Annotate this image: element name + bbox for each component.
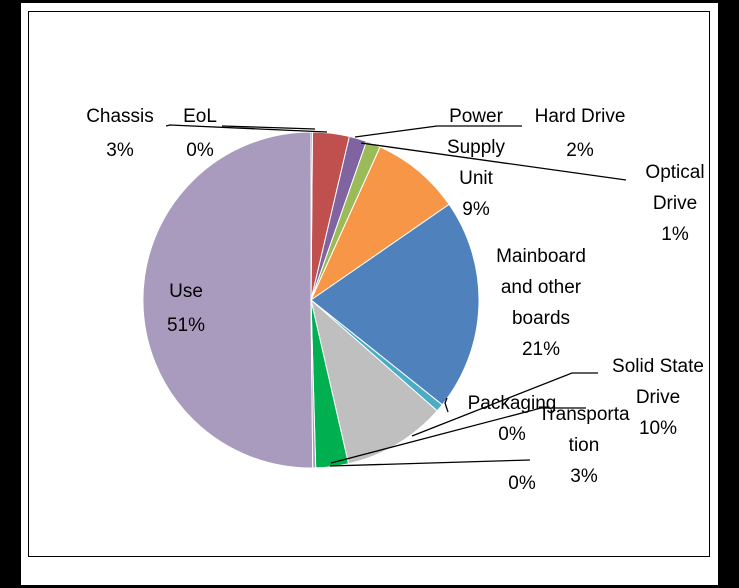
slice-unlabeled	[310, 299, 317, 469]
data-labels: Use 51% Chassis 3% EoL 0% Hard Drive 2% Optical D…	[86, 106, 704, 494]
data-label-unlabeled: 0%	[508, 473, 536, 494]
leader-line-unlabeled	[329, 459, 531, 467]
chart-area-border	[28, 11, 710, 557]
data-label-solid-state-drive: Solid State Drive 10%	[612, 356, 704, 439]
leader-line-transportation	[330, 407, 586, 464]
data-label-packaging: Packaging 0%	[468, 393, 557, 445]
slice-eol	[310, 131, 313, 301]
data-label-hard-drive: Hard Drive 2%	[535, 106, 626, 161]
slice-power-supply-unit	[309, 146, 450, 302]
leader-line-packaging	[444, 397, 449, 413]
data-label-mainboard-and-other-boards: Mainboard and other boards 21%	[496, 246, 586, 360]
slice-mainboard-and-other-boards	[310, 203, 480, 406]
data-label-chassis: Chassis 3%	[86, 106, 154, 161]
leader-lines	[165, 124, 627, 467]
data-label-eol: EoL 0%	[183, 106, 217, 161]
leader-line-optical-drive	[360, 142, 627, 181]
leader-line-eol	[221, 125, 316, 130]
slice-use	[142, 131, 314, 469]
slice-solid-state-drive	[310, 298, 438, 465]
leader-line-solid-state-drive	[411, 372, 598, 437]
data-label-power-supply-unit: Power Supply Unit 9%	[447, 106, 506, 220]
leader-line-chassis	[165, 124, 328, 133]
pie-slices	[142, 131, 480, 469]
leader-line-hard-drive	[354, 125, 522, 138]
data-label-use: Use 51%	[167, 281, 205, 336]
data-label-transportation: Transporta tion 3%	[538, 404, 630, 487]
data-label-optical-drive: Optical Drive 1%	[645, 162, 704, 245]
